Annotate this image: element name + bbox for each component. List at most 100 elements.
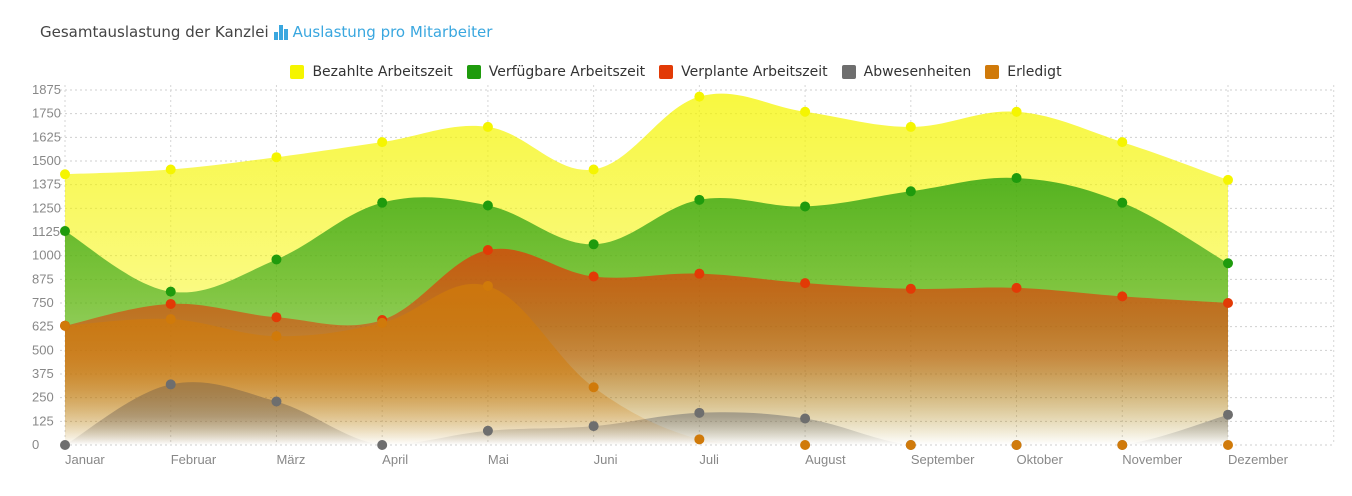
point-erledigt[interactable]	[905, 440, 916, 450]
point-verplante-arbeitszeit[interactable]	[482, 244, 493, 255]
legend-label: Bezahlte Arbeitszeit	[312, 64, 453, 80]
point-erledigt[interactable]	[1223, 440, 1233, 450]
y-tick-label: 1250	[32, 200, 61, 215]
point-bezahlte-arbeitszeit[interactable]	[1223, 174, 1233, 185]
x-tick-label: Mai	[488, 452, 509, 467]
legend-swatch	[290, 65, 305, 79]
y-tick-label: 0	[32, 437, 39, 452]
point-verfuegbare-arbeitszeit[interactable]	[800, 201, 811, 212]
point-abwesenheiten[interactable]	[588, 421, 599, 432]
x-tick-label: Januar	[65, 452, 105, 467]
x-tick-label: November	[1122, 452, 1183, 467]
point-erledigt[interactable]	[60, 320, 70, 331]
series-points	[60, 91, 1233, 450]
y-tick-label: 625	[32, 319, 54, 334]
legend-item-verplante-arbeitszeit[interactable]: Verplante Arbeitszeit	[659, 64, 828, 80]
point-bezahlte-arbeitszeit[interactable]	[588, 164, 599, 175]
legend-item-bezahlte-arbeitszeit[interactable]: Bezahlte Arbeitszeit	[290, 64, 453, 80]
point-verfuegbare-arbeitszeit[interactable]	[377, 197, 388, 208]
series-areas	[65, 93, 1228, 446]
point-erledigt[interactable]	[165, 314, 176, 325]
point-abwesenheiten[interactable]	[165, 379, 176, 390]
legend-label: Abwesenheiten	[863, 64, 972, 80]
point-verfuegbare-arbeitszeit[interactable]	[165, 286, 176, 297]
point-verfuegbare-arbeitszeit[interactable]	[1117, 197, 1128, 208]
point-bezahlte-arbeitszeit[interactable]	[60, 169, 70, 180]
y-tick-label: 125	[32, 413, 54, 428]
point-bezahlte-arbeitszeit[interactable]	[1011, 106, 1022, 117]
point-bezahlte-arbeitszeit[interactable]	[377, 137, 388, 148]
y-tick-label: 1125	[32, 224, 60, 239]
point-abwesenheiten[interactable]	[482, 425, 493, 436]
y-tick-label: 1500	[32, 153, 61, 168]
point-verplante-arbeitszeit[interactable]	[694, 268, 705, 279]
point-bezahlte-arbeitszeit[interactable]	[694, 91, 705, 102]
point-bezahlte-arbeitszeit[interactable]	[271, 152, 282, 163]
y-tick-label: 250	[32, 390, 54, 405]
legend-item-erledigt[interactable]: Erledigt	[985, 64, 1062, 80]
point-verplante-arbeitszeit[interactable]	[1223, 298, 1233, 308]
legend-item-verfuegbare-arbeitszeit[interactable]: Verfügbare Arbeitszeit	[466, 64, 646, 80]
point-verplante-arbeitszeit[interactable]	[1011, 282, 1022, 293]
point-verfuegbare-arbeitszeit[interactable]	[694, 194, 705, 205]
legend-swatch	[466, 65, 481, 79]
legend-label: Verfügbare Arbeitszeit	[488, 64, 646, 80]
point-bezahlte-arbeitszeit[interactable]	[905, 121, 916, 132]
point-abwesenheiten[interactable]	[800, 413, 811, 424]
chart-legend: Bezahlte Arbeitszeit Verfügbare Arbeitsze…	[0, 64, 1352, 80]
point-abwesenheiten[interactable]	[271, 396, 282, 407]
point-verplante-arbeitszeit[interactable]	[905, 283, 916, 294]
point-verplante-arbeitszeit[interactable]	[588, 271, 599, 282]
x-tick-label: Dezember	[1228, 452, 1289, 467]
point-bezahlte-arbeitszeit[interactable]	[1117, 137, 1128, 148]
x-tick-label: März	[276, 452, 305, 467]
y-tick-label: 1625	[32, 129, 61, 144]
per-employee-link[interactable]: Auslastung pro Mitarbeiter	[273, 23, 493, 41]
point-erledigt[interactable]	[800, 440, 811, 450]
y-tick-label: 1000	[32, 248, 61, 263]
chart-header: Gesamtauslastung der Kanzlei Auslastung …	[40, 21, 492, 43]
point-verfuegbare-arbeitszeit[interactable]	[905, 186, 916, 197]
x-axis: Januar Februar März April Mai Juni Juli August S…	[65, 452, 1289, 467]
point-abwesenheiten[interactable]	[377, 440, 388, 450]
y-tick-label: 750	[32, 295, 54, 310]
point-verplante-arbeitszeit[interactable]	[800, 278, 811, 289]
point-bezahlte-arbeitszeit[interactable]	[800, 106, 811, 117]
point-erledigt[interactable]	[1011, 440, 1022, 450]
y-tick-label: 1750	[32, 106, 61, 121]
point-erledigt[interactable]	[377, 317, 388, 328]
point-verplante-arbeitszeit[interactable]	[271, 312, 282, 323]
point-erledigt[interactable]	[588, 382, 599, 393]
point-erledigt[interactable]	[271, 331, 282, 342]
point-abwesenheiten[interactable]	[1223, 409, 1233, 420]
point-verfuegbare-arbeitszeit[interactable]	[482, 200, 493, 211]
page-title: Gesamtauslastung der Kanzlei	[40, 23, 269, 41]
point-verfuegbare-arbeitszeit[interactable]	[588, 239, 599, 250]
per-employee-link-label: Auslastung pro Mitarbeiter	[292, 23, 493, 41]
point-verfuegbare-arbeitszeit[interactable]	[1223, 258, 1233, 269]
point-erledigt[interactable]	[482, 280, 493, 291]
point-verplante-arbeitszeit[interactable]	[1117, 291, 1128, 302]
x-tick-label: August	[805, 452, 846, 467]
y-tick-label: 500	[32, 342, 54, 357]
y-tick-label: 1375	[32, 177, 61, 192]
y-axis: 0 125 250 375 500 625 750 875 1000 1125 1250 1375 15…	[32, 82, 61, 452]
x-tick-label: Oktober	[1017, 452, 1064, 467]
point-abwesenheiten[interactable]	[60, 440, 70, 450]
legend-swatch	[985, 65, 1000, 79]
point-verfuegbare-arbeitszeit[interactable]	[60, 226, 70, 237]
y-tick-label: 1875	[32, 82, 61, 97]
point-erledigt[interactable]	[694, 434, 705, 445]
legend-label: Erledigt	[1007, 64, 1062, 80]
point-verfuegbare-arbeitszeit[interactable]	[271, 254, 282, 265]
point-abwesenheiten[interactable]	[694, 407, 705, 418]
point-verfuegbare-arbeitszeit[interactable]	[1011, 173, 1022, 184]
legend-item-abwesenheiten[interactable]: Abwesenheiten	[841, 64, 972, 80]
point-bezahlte-arbeitszeit[interactable]	[165, 164, 176, 175]
point-erledigt[interactable]	[1117, 440, 1128, 450]
point-verplante-arbeitszeit[interactable]	[165, 298, 176, 309]
point-bezahlte-arbeitszeit[interactable]	[482, 121, 493, 132]
x-tick-label: Juni	[594, 452, 618, 467]
x-tick-label: Februar	[171, 452, 217, 467]
